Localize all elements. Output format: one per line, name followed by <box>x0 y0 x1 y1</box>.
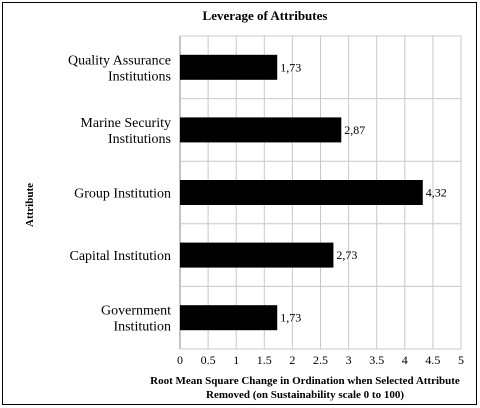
x-axis-title-line-1: Root Mean Square Change in Ordination wh… <box>150 375 460 387</box>
x-tick-label: 4.5 <box>425 353 440 367</box>
category-label: Capital Institution <box>70 249 172 264</box>
x-tick-labels: 0 0.5 1 1.5 2 2.5 3 3.5 4 4.5 5 <box>177 353 464 367</box>
category-label: Institutions <box>108 69 171 84</box>
y-axis-title: Attribute <box>24 183 36 227</box>
x-tick-label: 1.5 <box>257 353 272 367</box>
x-tick-label: 5 <box>458 353 464 367</box>
x-tick-label: 0.5 <box>201 353 216 367</box>
data-label: 4,32 <box>426 186 447 200</box>
data-label: 2,87 <box>344 123 365 137</box>
bar <box>180 180 423 205</box>
x-axis-title-line-2: Removed (on Sustainability scale 0 to 10… <box>206 389 404 401</box>
x-tick-label: 2 <box>289 353 295 367</box>
bar <box>180 305 278 331</box>
bars-group: 1,73 2,87 4,32 2,73 1,73 <box>180 54 447 331</box>
bar <box>180 242 334 268</box>
x-tick-label: 3 <box>346 353 352 367</box>
category-label: Quality Assurance <box>68 53 171 68</box>
x-tick-label: 0 <box>177 353 183 367</box>
data-label: 1,73 <box>280 60 301 74</box>
category-label: Group Institution <box>74 187 171 202</box>
bar <box>180 117 342 143</box>
x-tick-label: 4 <box>402 353 408 367</box>
x-tick-label: 3.5 <box>369 353 384 367</box>
x-tick-label: 2.5 <box>313 353 328 367</box>
data-label: 1,73 <box>280 311 301 325</box>
category-label: Marine Security <box>80 116 171 131</box>
category-label: Government <box>101 304 171 319</box>
chart-title: Leverage of Attributes <box>203 8 328 23</box>
x-tick-label: 1 <box>233 353 239 367</box>
category-label: Institutions <box>108 132 171 147</box>
category-label: Institution <box>113 320 171 335</box>
bar <box>180 54 278 80</box>
data-label: 2,73 <box>336 248 357 262</box>
